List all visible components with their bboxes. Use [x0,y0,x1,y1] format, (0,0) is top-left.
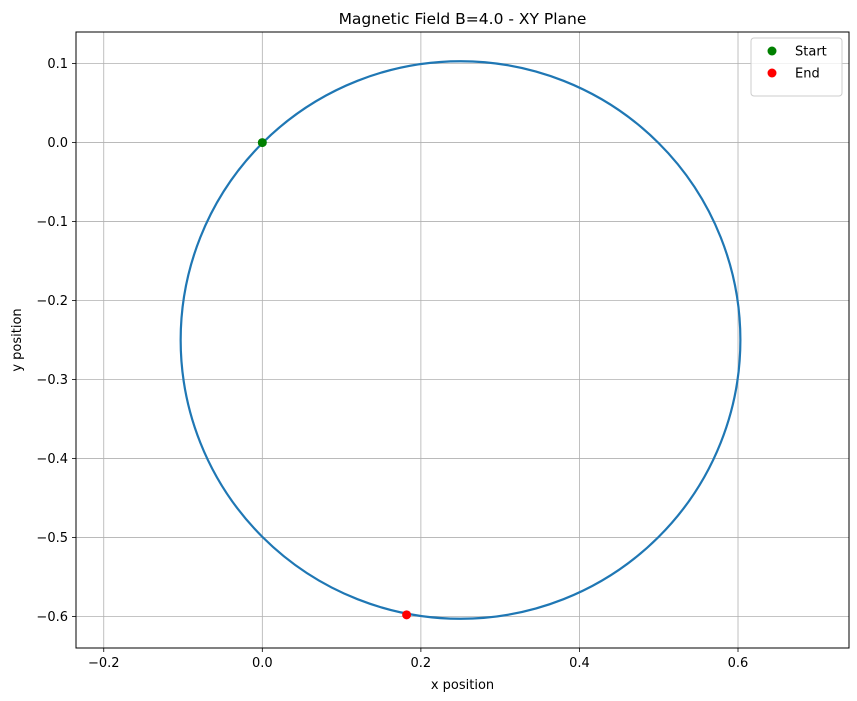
y-tick-label: −0.2 [36,294,68,309]
grid [76,32,849,648]
x-tick-label: 0.2 [411,656,432,671]
legend-marker-end [767,68,777,78]
end-marker [402,610,412,620]
x-tick-label: 0.4 [569,656,590,671]
y-tick-label: −0.5 [36,531,68,546]
y-tick-label: 0.1 [47,57,68,72]
legend-label-start: Start [795,45,827,60]
y-tick-label: −0.6 [36,610,68,625]
trajectory-line [179,60,742,620]
x-tick-label: −0.2 [88,656,120,671]
y-tick-label: −0.3 [36,373,68,388]
y-tick-label: −0.1 [36,215,68,230]
chart-title: Magnetic Field B=4.0 - XY Plane [339,10,587,28]
legend-label-end: End [795,67,820,82]
axes-frame [75,31,850,649]
x-axis-label: x position [431,678,494,693]
plot-area [179,60,742,620]
legend: Start End [750,37,843,97]
start-marker [257,138,267,148]
y-tick-label: −0.4 [36,452,68,467]
x-tick-label: 0.0 [252,656,273,671]
axis-ticks: −0.2 0.0 0.2 0.4 0.6 0.1 0.0 −0.1 −0.2 −0.3 −0.4 −0… [36,57,748,671]
y-axis-label: y position [10,308,25,371]
legend-marker-start [767,46,777,56]
y-tick-label: 0.0 [47,136,68,151]
x-tick-label: 0.6 [728,656,749,671]
